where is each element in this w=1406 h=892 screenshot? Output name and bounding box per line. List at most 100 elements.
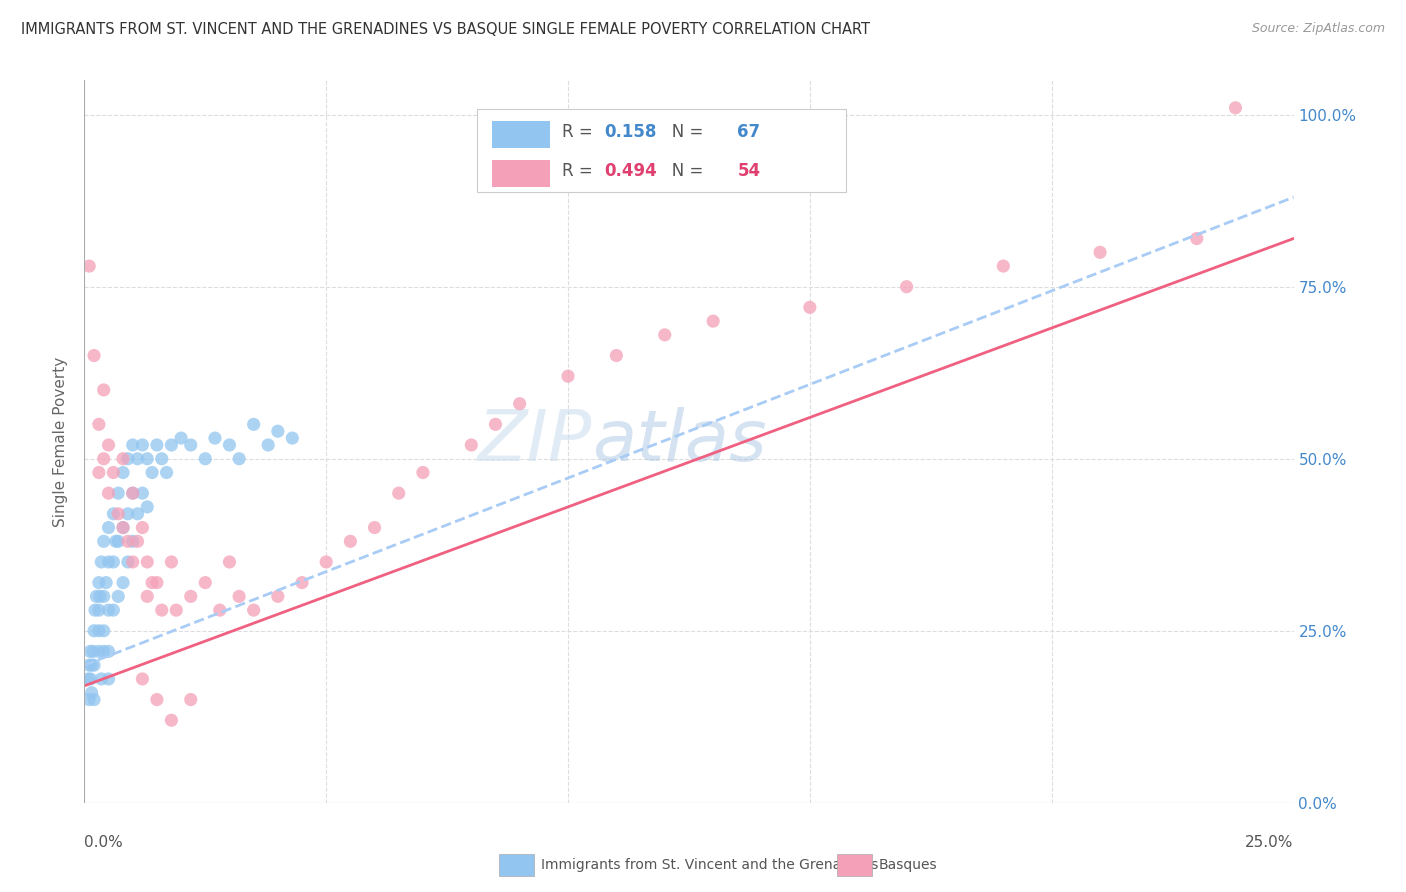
Text: N =: N = [657, 123, 709, 142]
Point [77, 259, 100, 273]
Point [87, 624, 110, 638]
Point [180, 438, 202, 452]
Point [460, 438, 482, 452]
Point [267, 424, 290, 438]
Bar [492, 121, 550, 148]
Point [484, 417, 506, 432]
Text: 54: 54 [737, 162, 761, 180]
Point [80, 686, 103, 700]
Point [97, 486, 120, 500]
Point [87, 603, 110, 617]
Point [127, 534, 149, 549]
Point [160, 555, 183, 569]
Point [141, 575, 163, 590]
Point [79, 672, 101, 686]
Point [121, 438, 143, 452]
Point [87, 644, 110, 658]
Point [97, 520, 120, 534]
Point [117, 534, 139, 549]
Point [228, 590, 250, 604]
Point [117, 507, 139, 521]
Point [97, 672, 120, 686]
Point [93, 534, 115, 549]
Point [117, 451, 139, 466]
Point [121, 534, 143, 549]
Point [654, 327, 676, 342]
Point [136, 500, 159, 514]
Point [77, 672, 100, 686]
Point [80, 658, 103, 673]
Point [1088, 245, 1111, 260]
Point [97, 438, 120, 452]
Text: R =: R = [562, 162, 603, 180]
Point [131, 520, 153, 534]
Point [165, 603, 187, 617]
Point [194, 451, 217, 466]
Point [104, 534, 127, 549]
FancyBboxPatch shape [478, 109, 846, 193]
Point [136, 451, 159, 466]
Point [194, 575, 217, 590]
Point [150, 451, 173, 466]
Point [993, 259, 1015, 273]
Point [87, 466, 110, 480]
Point [136, 555, 159, 569]
Point [117, 555, 139, 569]
Text: Immigrants from St. Vincent and the Grenadines: Immigrants from St. Vincent and the Gren… [541, 858, 879, 872]
Point [136, 590, 159, 604]
Point [242, 417, 264, 432]
Point [131, 672, 153, 686]
Point [896, 279, 918, 293]
Point [97, 603, 120, 617]
Point [77, 658, 100, 673]
Point [605, 349, 627, 363]
Point [146, 438, 169, 452]
Point [93, 624, 115, 638]
Point [127, 451, 149, 466]
Text: IMMIGRANTS FROM ST. VINCENT AND THE GRENADINES VS BASQUE SINGLE FEMALE POVERTY C: IMMIGRANTS FROM ST. VINCENT AND THE GREN… [21, 22, 870, 37]
Point [218, 438, 240, 452]
Point [799, 301, 821, 315]
Text: 67: 67 [737, 123, 761, 142]
Point [112, 466, 135, 480]
Point [103, 466, 125, 480]
Point [121, 486, 143, 500]
Point [90, 555, 112, 569]
Point [702, 314, 724, 328]
Text: 25.0%: 25.0% [1246, 835, 1294, 850]
Text: 0.0%: 0.0% [84, 835, 124, 850]
Point [112, 451, 135, 466]
Point [557, 369, 579, 384]
Point [89, 590, 111, 604]
Point [257, 438, 280, 452]
Point [93, 590, 115, 604]
Point [509, 397, 531, 411]
Point [160, 438, 183, 452]
Point [103, 507, 125, 521]
Point [150, 603, 173, 617]
Point [204, 431, 226, 445]
Point [1225, 101, 1247, 115]
Point [388, 486, 411, 500]
Point [112, 520, 135, 534]
Y-axis label: Single Female Poverty: Single Female Poverty [53, 357, 69, 526]
Point [160, 713, 183, 727]
Point [90, 672, 112, 686]
Text: Source: ZipAtlas.com: Source: ZipAtlas.com [1251, 22, 1385, 36]
Point [107, 507, 129, 521]
Point [127, 507, 149, 521]
Point [363, 520, 385, 534]
Point [103, 603, 125, 617]
Point [93, 451, 115, 466]
Point [103, 555, 125, 569]
Point [83, 658, 105, 673]
Point [83, 692, 105, 706]
Text: R =: R = [562, 123, 603, 142]
Point [131, 438, 153, 452]
Point [146, 692, 169, 706]
Point [112, 575, 135, 590]
Point [86, 590, 108, 604]
Point [93, 383, 115, 397]
Point [141, 466, 163, 480]
Text: ZIP: ZIP [478, 407, 592, 476]
